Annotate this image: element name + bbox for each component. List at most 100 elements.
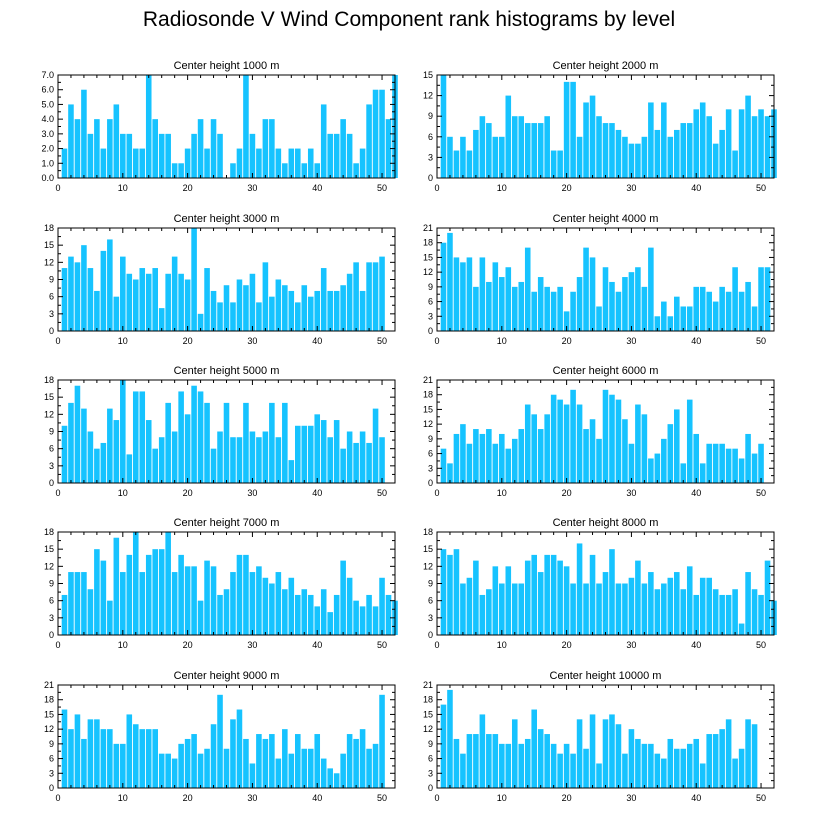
histogram-bar: [210, 119, 217, 178]
histogram-bar: [320, 104, 327, 178]
panel-5: Center height 5000 m 0 3 6 9 12 15 18 0 10 20 30 40 5…: [44, 365, 396, 498]
y-tick-label: 15: [423, 709, 433, 719]
histogram-bar: [732, 448, 738, 483]
histogram-bar: [353, 442, 359, 483]
y-tick-label: 15: [44, 240, 54, 250]
histogram-bar: [145, 420, 152, 483]
histogram-bar: [524, 560, 531, 635]
histogram-bar: [486, 429, 492, 483]
histogram-bar: [288, 290, 295, 331]
y-tick-label: 6: [49, 444, 54, 454]
histogram-bar: [191, 228, 197, 331]
histogram-bar: [479, 714, 486, 788]
histogram-bar: [223, 748, 230, 788]
histogram-bar: [751, 589, 758, 635]
panel-title: Center height 10000 m: [550, 670, 662, 682]
histogram-bar: [460, 583, 466, 635]
histogram-bar: [165, 753, 171, 788]
histogram-bar: [132, 391, 139, 483]
x-tick-label: 30: [247, 640, 257, 650]
histogram-bar: [460, 424, 466, 483]
histogram-bar: [120, 256, 126, 331]
x-tick-label: 40: [691, 793, 701, 803]
histogram-bar: [204, 560, 210, 635]
histogram-bar: [158, 549, 165, 635]
histogram-bar: [87, 133, 94, 178]
x-tick-label: 0: [55, 183, 60, 193]
histogram-bar: [615, 399, 622, 483]
histogram-bar: [74, 572, 81, 635]
histogram-bar: [661, 758, 667, 788]
histogram-bar: [100, 729, 107, 788]
y-tick-label: 12: [44, 257, 54, 267]
histogram-bar: [230, 302, 236, 331]
histogram-bar: [544, 286, 550, 331]
histogram-bar: [751, 116, 758, 178]
histogram-bar: [453, 433, 460, 483]
histogram-bar: [262, 577, 269, 635]
histogram-bar: [719, 286, 725, 331]
histogram-bar: [576, 277, 583, 331]
histogram-bar: [210, 290, 217, 331]
panel-title: Center height 7000 m: [174, 517, 280, 529]
x-tick-label: 40: [312, 183, 322, 193]
x-tick-label: 10: [118, 488, 128, 498]
histogram-bar: [385, 119, 392, 178]
y-tick-label: 18: [423, 238, 433, 248]
histogram-bar: [346, 273, 353, 331]
panel-9: Center height 9000 m 0 3 6 9 12 15 18 21 0 10 20 30 4…: [44, 670, 396, 803]
histogram-bar: [706, 291, 712, 331]
histogram-bar: [256, 148, 262, 178]
histogram-bar: [492, 443, 499, 483]
histogram-bar: [531, 291, 537, 331]
y-tick-label: 0: [49, 783, 54, 793]
histogram-bar: [486, 589, 492, 635]
histogram-bar: [282, 163, 288, 178]
histogram-bar: [94, 290, 100, 331]
histogram-bar: [725, 594, 732, 635]
histogram-bar: [745, 719, 751, 788]
histogram-bar: [262, 119, 269, 178]
histogram-bar: [87, 268, 94, 331]
histogram-bar: [680, 123, 687, 178]
histogram-bar: [275, 758, 282, 788]
y-tick-label: 0: [428, 173, 433, 183]
histogram-bar: [366, 104, 372, 178]
histogram-bar: [372, 89, 379, 178]
histogram-bar: [479, 116, 486, 178]
histogram-bar: [706, 116, 712, 178]
histogram-bar: [372, 606, 379, 635]
histogram-bar: [473, 429, 479, 483]
histogram-bar: [609, 123, 615, 178]
histogram-bar: [473, 129, 479, 178]
histogram-bar: [158, 308, 165, 331]
histogram-bar: [301, 163, 308, 178]
x-tick-label: 10: [497, 640, 507, 650]
histogram-bar: [301, 748, 308, 788]
histogram-bar: [307, 748, 314, 788]
histogram-bar: [609, 714, 615, 788]
histogram-bar: [583, 102, 589, 178]
y-tick-label: 7.0: [41, 70, 54, 80]
histogram-bar: [738, 458, 745, 483]
x-tick-label: 40: [312, 640, 322, 650]
histogram-bar: [139, 268, 146, 331]
histogram-bar: [81, 245, 87, 331]
histogram-bar: [453, 738, 460, 788]
histogram-bar: [492, 262, 499, 331]
y-tick-label: 18: [44, 375, 54, 385]
histogram-bar: [217, 694, 223, 788]
histogram-bar: [353, 738, 359, 788]
histogram-bar: [596, 438, 602, 483]
y-tick-label: 6: [49, 292, 54, 302]
histogram-bar: [126, 273, 133, 331]
histogram-bar: [100, 442, 107, 483]
histogram-bar: [583, 748, 589, 788]
histogram-bar: [732, 758, 738, 788]
histogram-bar: [191, 385, 197, 483]
histogram-bar: [641, 286, 648, 331]
y-tick-label: 12: [44, 724, 54, 734]
histogram-bar: [615, 129, 622, 178]
y-tick-label: 15: [423, 252, 433, 262]
y-tick-label: 3.0: [41, 129, 54, 139]
